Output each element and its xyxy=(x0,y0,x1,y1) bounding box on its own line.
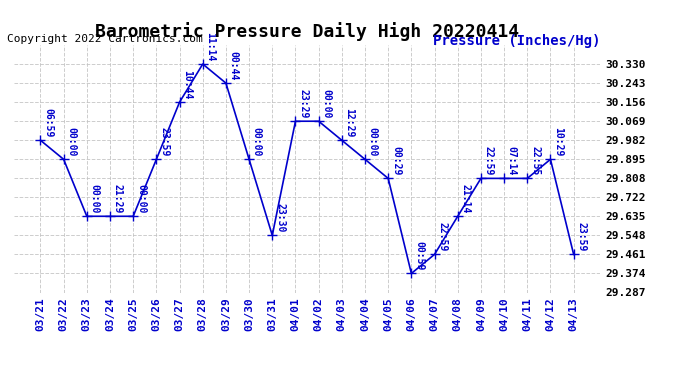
Text: 10:29: 10:29 xyxy=(553,127,563,156)
Text: 00:00: 00:00 xyxy=(368,127,378,156)
Title: Barometric Pressure Daily High 20220414: Barometric Pressure Daily High 20220414 xyxy=(95,22,519,40)
Text: 06:59: 06:59 xyxy=(43,108,53,138)
Text: 00:00: 00:00 xyxy=(136,184,146,213)
Text: 00:00: 00:00 xyxy=(90,184,99,213)
Text: 00:00: 00:00 xyxy=(252,127,262,156)
Text: 00:00: 00:00 xyxy=(322,89,331,118)
Text: 00:59: 00:59 xyxy=(414,241,424,271)
Text: 00:29: 00:29 xyxy=(391,146,401,176)
Text: 07:14: 07:14 xyxy=(507,146,517,176)
Text: 23:29: 23:29 xyxy=(298,89,308,118)
Text: 21:29: 21:29 xyxy=(112,184,123,213)
Text: 23:59: 23:59 xyxy=(159,127,169,156)
Text: 11:14: 11:14 xyxy=(206,32,215,61)
Text: 10:44: 10:44 xyxy=(182,70,193,99)
Text: Copyright 2022 Cartronics.com: Copyright 2022 Cartronics.com xyxy=(7,34,203,44)
Text: Pressure (Inches/Hg): Pressure (Inches/Hg) xyxy=(433,34,600,48)
Text: 22:55: 22:55 xyxy=(530,146,540,176)
Text: 00:44: 00:44 xyxy=(228,51,239,80)
Text: 23:30: 23:30 xyxy=(275,203,285,232)
Text: 22:59: 22:59 xyxy=(437,222,447,252)
Text: 21:14: 21:14 xyxy=(460,184,471,213)
Text: 23:59: 23:59 xyxy=(576,222,586,252)
Text: 12:29: 12:29 xyxy=(344,108,355,138)
Text: 22:59: 22:59 xyxy=(484,146,493,176)
Text: 00:00: 00:00 xyxy=(66,127,77,156)
